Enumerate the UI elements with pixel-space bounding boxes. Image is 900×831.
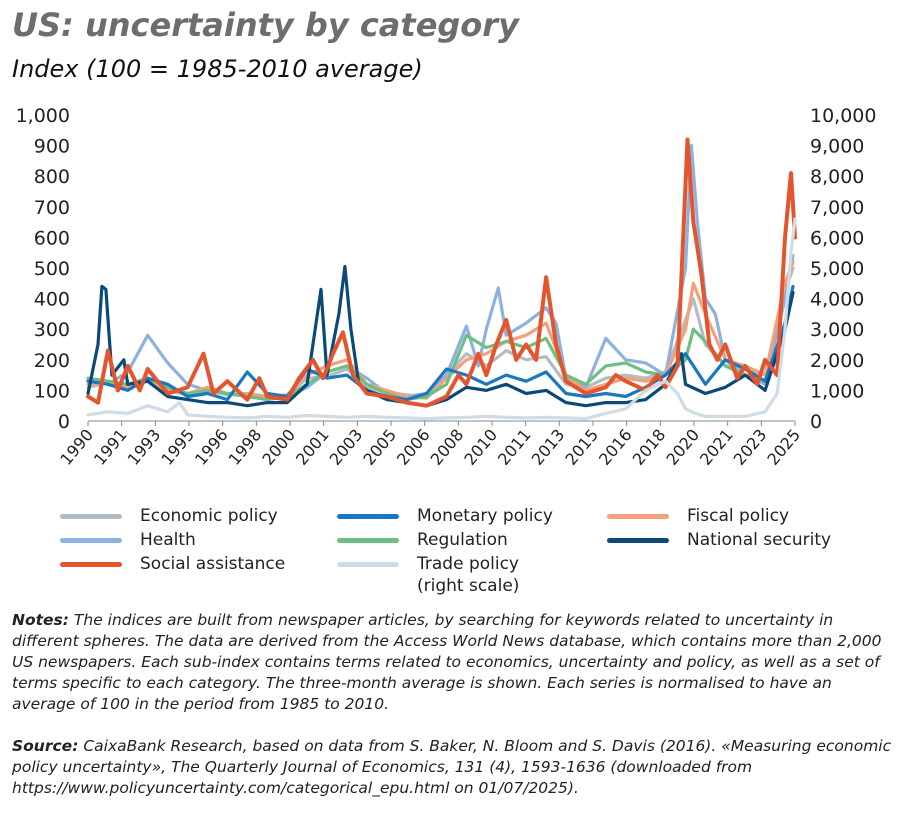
legend-label: Monetary policy — [417, 506, 553, 526]
legend-label: Trade policy (right scale) — [417, 554, 520, 596]
x-tick-label: 2011 — [494, 425, 535, 468]
x-tick-label: 2000 — [258, 425, 299, 468]
y-right-tick-label: 1,000 — [810, 380, 864, 402]
y-left-tick-label: 0 — [58, 411, 70, 433]
x-tick-label: 2001 — [292, 425, 333, 468]
notes-text: The indices are built from newspaper art… — [12, 611, 882, 713]
source-label: Source: — [12, 737, 79, 755]
x-tick-label: 1993 — [124, 425, 165, 468]
series-line-trade-policy — [86, 217, 797, 421]
x-tick-label: 2025 — [763, 425, 804, 468]
y-right-tick-label: 10,000 — [810, 105, 876, 127]
y-right-tick-label: 7,000 — [810, 197, 864, 219]
legend-swatch — [60, 562, 122, 567]
legend-item: National security — [607, 529, 831, 551]
legend-item: Economic policy — [60, 505, 278, 527]
x-tick-label: 2003 — [326, 425, 367, 468]
legend-swatch — [607, 538, 669, 543]
y-left-tick-label: 700 — [34, 197, 70, 219]
y-right-tick-label: 8,000 — [810, 166, 864, 188]
x-tick-label: 1995 — [157, 425, 198, 468]
x-tick-label: 2006 — [393, 425, 434, 468]
x-tick-label: 1996 — [191, 425, 232, 468]
legend-swatch — [337, 514, 399, 519]
legend-label: Economic policy — [140, 506, 278, 526]
source-text: CaixaBank Research, based on data from S… — [12, 737, 892, 797]
y-right-tick-label: 5,000 — [810, 258, 864, 280]
y-left-tick-label: 1,000 — [16, 105, 70, 127]
legend-swatch — [60, 514, 122, 519]
legend-label: Health — [140, 530, 196, 550]
legend-label: Regulation — [417, 530, 508, 550]
legend-swatch — [607, 514, 669, 519]
y-left-tick-label: 400 — [34, 289, 70, 311]
legend-item: Monetary policy — [337, 505, 553, 527]
x-tick-label: 2013 — [528, 425, 569, 468]
y-right-tick-label: 3,000 — [810, 319, 864, 341]
y-right-tick-label: 2,000 — [810, 350, 864, 372]
x-tick-label: 1998 — [225, 425, 266, 468]
legend-item: Social assistance — [60, 553, 285, 575]
legend-label: Fiscal policy — [687, 506, 790, 526]
y-left-tick-label: 500 — [34, 258, 70, 280]
legend-item: Fiscal policy — [607, 505, 789, 527]
chart-subtitle: Index (100 = 1985-2010 average) — [12, 55, 423, 83]
y-right-tick-label: 0 — [810, 411, 822, 433]
x-tick-label: 2016 — [595, 425, 636, 468]
series-line-social-assistance — [86, 137, 797, 408]
legend-label: Social assistance — [140, 554, 286, 574]
x-tick-label: 1991 — [90, 425, 131, 468]
chart-title: US: uncertainty by category — [12, 6, 519, 44]
notes: Notes: The indices are built from newspa… — [12, 610, 892, 715]
notes-label: Notes: — [12, 611, 69, 629]
y-left-tick-label: 100 — [34, 380, 70, 402]
legend-swatch — [337, 562, 399, 567]
x-tick-label: 2021 — [696, 425, 737, 468]
legend-swatch — [60, 538, 122, 543]
y-right-tick-label: 9,000 — [810, 136, 864, 158]
x-tick-label: 2005 — [359, 425, 400, 468]
y-left-tick-label: 200 — [34, 350, 70, 372]
x-tick-label: 2008 — [427, 425, 468, 468]
x-tick-label: 2010 — [460, 425, 501, 468]
series-line-monetary-policy — [86, 284, 795, 402]
x-tick-label: 2018 — [629, 425, 670, 468]
y-left-tick-label: 300 — [34, 319, 70, 341]
x-tick-label: 2015 — [561, 425, 602, 468]
chart-legend: Economic policy Monetary policy Fiscal pol… — [0, 505, 900, 605]
y-left-tick-label: 800 — [34, 166, 70, 188]
x-tick-label: 2020 — [662, 425, 703, 468]
x-tick-label: 2023 — [730, 425, 771, 468]
line-chart: 0 100 200 300 400 500 600 700 800 900 1,000 0 1,000 2… — [16, 105, 877, 469]
legend-label: National security — [687, 530, 832, 550]
source: Source: CaixaBank Research, based on dat… — [12, 736, 892, 799]
legend-swatch — [337, 538, 399, 543]
legend-item: Health — [60, 529, 196, 551]
y-right-tick-label: 6,000 — [810, 227, 864, 249]
legend-item: Trade policy (right scale) — [337, 553, 519, 597]
y-left-tick-label: 900 — [34, 136, 70, 158]
y-right-tick-label: 4,000 — [810, 289, 864, 311]
legend-item: Regulation — [337, 529, 508, 551]
y-left-tick-label: 600 — [34, 227, 70, 249]
